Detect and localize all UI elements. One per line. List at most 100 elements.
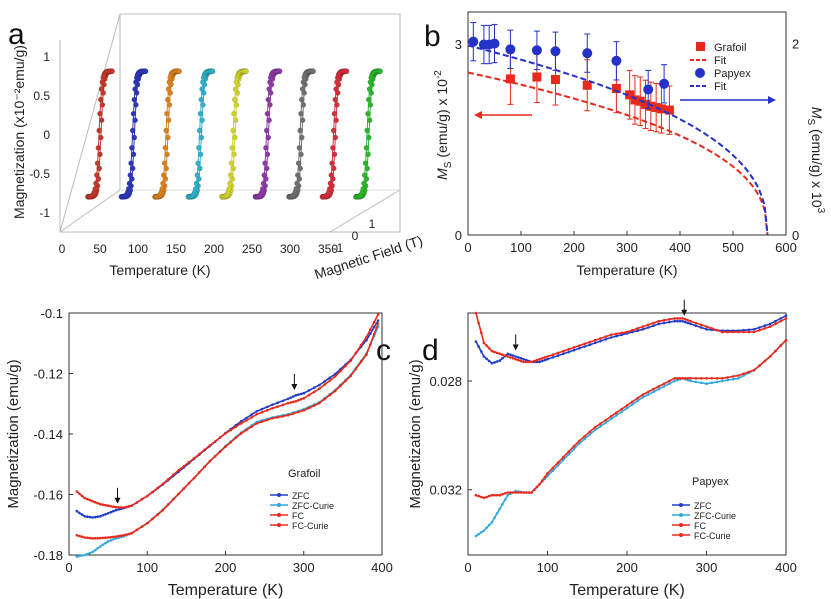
panel-c-point (119, 506, 123, 509)
panel-d-point (615, 334, 618, 338)
panel-d-point (487, 494, 491, 498)
panel-c-point (106, 536, 110, 539)
panel-label-c: c (376, 334, 391, 367)
panel-d-point (779, 344, 782, 347)
panel-d-point (705, 382, 708, 386)
panel-c-point (91, 516, 94, 519)
panel-d-point (485, 526, 488, 530)
panel-d-point (742, 330, 745, 334)
panel-c-xtick: 400 (371, 560, 393, 575)
panel-d-point (599, 339, 602, 343)
panel-a-loop (252, 68, 283, 200)
panel-c-ytick: -0.14 (33, 427, 63, 442)
panel-c-point (365, 335, 368, 339)
panel-c-point (135, 501, 139, 504)
panel-c-point (328, 379, 332, 382)
panel-c-point (88, 498, 92, 502)
panel-d-point (527, 491, 531, 494)
panel-d-point (493, 493, 496, 497)
panel-d-point (604, 335, 608, 338)
panel-c-point (369, 343, 372, 346)
panel-c-point (101, 536, 105, 540)
panel-d-arrowhead (681, 309, 688, 316)
panel-d-point (519, 357, 523, 360)
panel-c-point (156, 486, 159, 490)
panel-d-point (480, 331, 483, 335)
panel-c-point (75, 534, 79, 537)
panel-a-loop-line (155, 70, 179, 198)
panel-d-point (493, 350, 496, 354)
panel-c-point (276, 416, 280, 419)
panel-c-point (86, 497, 89, 501)
panel-d-point (538, 483, 541, 486)
panel-c-point (130, 531, 133, 535)
panel-c-point (312, 404, 316, 407)
panel-d-annotation: Papyex (692, 476, 729, 488)
panel-c-point (344, 379, 347, 383)
panel-d-point (495, 493, 499, 497)
panel-label-b: b (424, 20, 441, 53)
panel-c-arrowhead (114, 497, 121, 504)
panel-c-point (80, 554, 84, 557)
panel-b-point-grafoil (505, 74, 515, 84)
panel-c-legend-label: FC (292, 511, 304, 521)
panel-d-point (588, 340, 592, 344)
panel-c-point (104, 513, 107, 516)
panel-d-point (495, 351, 499, 355)
panel-d-xtick: 100 (537, 560, 559, 575)
panel-d-legend-label: ZFC (694, 501, 712, 511)
panel-d-point (583, 437, 586, 441)
panel-c-point (297, 399, 300, 402)
panel-c-point (354, 367, 358, 371)
panel-d-point (694, 324, 698, 328)
panel-d-point (662, 319, 666, 322)
panel-c-point (122, 506, 126, 509)
panel-a-ytick: 0.5 (33, 89, 50, 103)
panel-d-point (657, 322, 661, 326)
panel-c-point (312, 386, 316, 390)
panel-d-point (684, 320, 687, 324)
panel-b-point-grafoil (582, 80, 592, 90)
panel-d-point (715, 328, 719, 332)
panel-c-point (312, 390, 316, 394)
panel-a-xtick: 300 (280, 242, 300, 256)
panel-a-ftick: 1 (369, 217, 376, 231)
panel-b-ytick-left: 3 (455, 37, 462, 52)
panel-a-loop (353, 68, 383, 200)
panel-c-point (208, 444, 212, 447)
panel-b-fit-grafoil (467, 71, 769, 236)
panel-c-point (122, 534, 126, 537)
panel-a-loop-line (322, 70, 347, 198)
panel-c-point (99, 515, 102, 518)
panel-d-point (535, 358, 539, 362)
panel-a-loop-line (88, 70, 112, 198)
panel-d-point (604, 421, 608, 425)
panel-c-point (292, 395, 295, 398)
panel-d-point (533, 488, 536, 492)
panel-c-arrowhead (291, 384, 298, 391)
panel-d-point (631, 328, 634, 332)
panel-a-xtick: 50 (93, 242, 107, 256)
panel-c-legend-label: ZFC-Curie (292, 501, 334, 511)
panel-c-point (117, 506, 120, 509)
panel-d-point (673, 319, 676, 323)
panel-c-point (192, 456, 196, 460)
panel-d-point (490, 493, 494, 497)
panel-c-point (359, 360, 363, 364)
panel-d-point (694, 380, 698, 384)
panel-c-point (213, 455, 217, 458)
panel-d-point (686, 321, 690, 325)
panel-d-point (774, 319, 777, 323)
panel-c-point (93, 548, 97, 552)
panel-a-xtick: 200 (204, 242, 224, 256)
panel-c-point (292, 412, 295, 415)
panel-d-point (694, 377, 698, 380)
panel-d-point (620, 331, 623, 335)
panel-c-point (88, 536, 92, 540)
panel-a-xtick: 150 (166, 242, 186, 256)
panel-d-point (636, 396, 639, 400)
panel-c-point (260, 407, 264, 411)
panel-a-ytick: 0 (43, 128, 50, 142)
panel-c-point (125, 505, 128, 509)
panel-d-point (482, 529, 486, 532)
